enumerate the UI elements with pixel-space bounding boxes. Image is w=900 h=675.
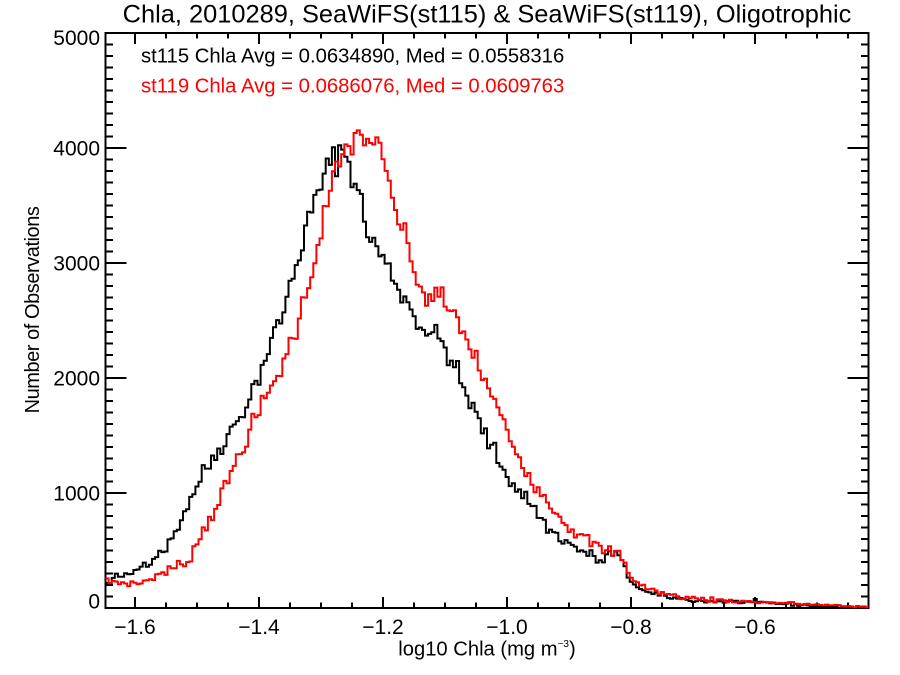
svg-text:Number of Observations: Number of Observations	[22, 206, 44, 413]
svg-text:2000: 2000	[53, 368, 100, 391]
svg-text:Chla, 2010289, SeaWiFS(st115): Chla, 2010289, SeaWiFS(st115) & SeaWiFS(…	[123, 1, 852, 29]
svg-text:3000: 3000	[53, 253, 100, 276]
svg-text:−0.8: −0.8	[610, 616, 651, 639]
svg-text:st115 Chla Avg = 0.0634890, Me: st115 Chla Avg = 0.0634890, Med = 0.0558…	[141, 46, 564, 68]
svg-text:−1.6: −1.6	[114, 616, 155, 639]
svg-text:st119 Chla Avg = 0.0686076, Me: st119 Chla Avg = 0.0686076, Med = 0.0609…	[141, 76, 564, 98]
svg-text:−1.4: −1.4	[238, 616, 280, 639]
svg-text:1000: 1000	[53, 483, 100, 506]
svg-text:4000: 4000	[53, 138, 100, 161]
svg-text:log10 Chla (mg m−3): log10 Chla (mg m−3)	[398, 639, 575, 661]
svg-text:−0.6: −0.6	[734, 616, 775, 639]
svg-text:0: 0	[88, 591, 100, 614]
svg-text:5000: 5000	[53, 27, 100, 50]
svg-text:−1.2: −1.2	[362, 616, 403, 639]
svg-text:−1.0: −1.0	[486, 616, 527, 639]
